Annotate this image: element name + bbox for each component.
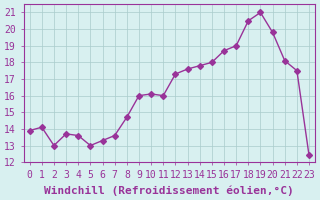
X-axis label: Windchill (Refroidissement éolien,°C): Windchill (Refroidissement éolien,°C) xyxy=(44,185,294,196)
